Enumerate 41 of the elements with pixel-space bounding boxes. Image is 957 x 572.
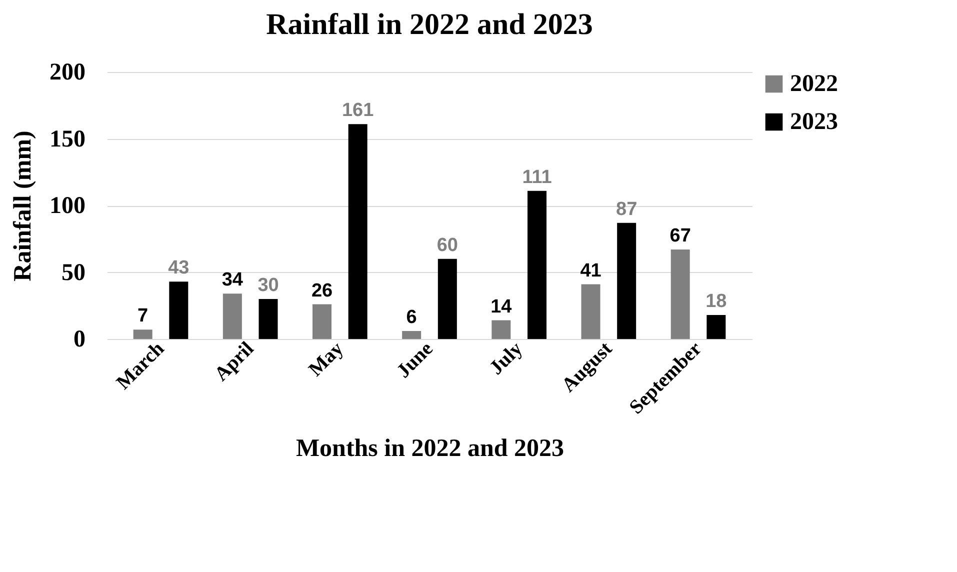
x-tick-label: June (392, 338, 438, 382)
data-label: 67 (670, 226, 691, 247)
data-label: 6 (406, 306, 417, 328)
x-tick-label: May (304, 338, 348, 381)
bar (312, 304, 332, 339)
bar (348, 124, 368, 339)
bar (670, 250, 690, 339)
y-tick-label: 50 (62, 260, 86, 286)
legend-label: 2022 (790, 71, 838, 97)
bar (222, 294, 242, 339)
data-label: 161 (342, 100, 374, 122)
data-label: 111 (522, 166, 552, 188)
data-label: 87 (616, 198, 638, 220)
bar (617, 222, 636, 339)
bar (133, 330, 152, 339)
data-label: 34 (222, 270, 244, 291)
data-label: 26 (311, 280, 333, 302)
bar (581, 284, 600, 339)
legend-label: 2023 (790, 109, 838, 135)
y-axis-title: Rainfall (mm) (10, 130, 36, 282)
bar (258, 298, 278, 339)
data-label: 43 (168, 258, 190, 279)
data-label: 14 (490, 296, 512, 318)
y-tick-label: 100 (50, 193, 86, 219)
data-label: 18 (706, 290, 727, 312)
bar (528, 190, 546, 339)
data-label: 30 (258, 274, 279, 296)
y-tick-label: 0 (74, 326, 86, 352)
x-tick-label: July (485, 338, 527, 380)
x-axis-title: Months in 2022 and 2023 (296, 434, 564, 462)
y-tick-label: 150 (50, 126, 86, 152)
bar (438, 258, 457, 339)
data-label: 7 (138, 306, 148, 327)
y-tick-label: 200 (50, 60, 86, 86)
bar (169, 282, 188, 339)
chart-title: Rainfall in 2022 and 2023 (266, 8, 593, 41)
data-label: 41 (580, 260, 602, 282)
bar (402, 330, 422, 339)
bar (492, 320, 511, 339)
data-label: 60 (436, 234, 458, 256)
bar (706, 314, 726, 339)
